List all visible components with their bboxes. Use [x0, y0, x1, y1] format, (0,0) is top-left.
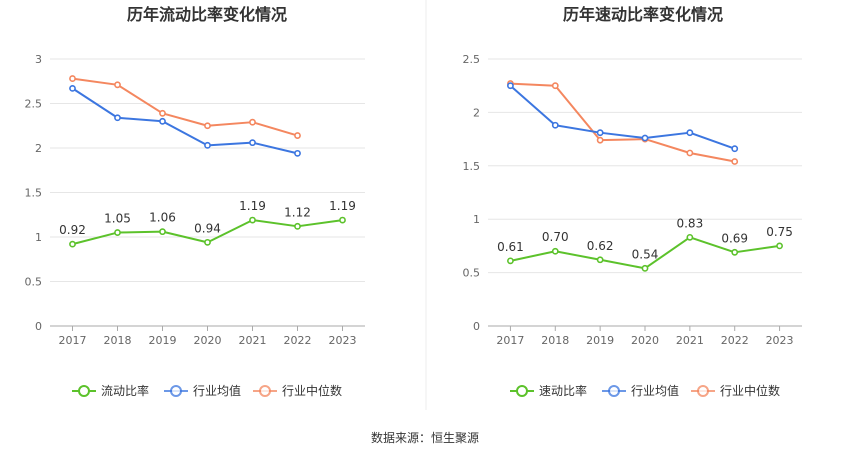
x-tick-label: 2020: [194, 334, 222, 347]
company-data-point: [507, 257, 514, 265]
industry-average-series-line: [509, 84, 736, 150]
y-tick-label: 1.5: [463, 160, 481, 173]
legend-industry-median-label: 行业中位数: [720, 383, 780, 398]
y-tick-label: 2.5: [463, 53, 481, 66]
industry-median-data-point: [294, 132, 301, 139]
legend-industry-average-label: 行业均值: [631, 383, 679, 398]
data-label: 0.83: [676, 216, 703, 230]
industry-average-series-line: [71, 87, 298, 155]
x-tick-label: 2019: [149, 334, 177, 347]
industry-average-data-point: [551, 121, 559, 129]
company-data-point: [159, 228, 166, 236]
company-data-point: [731, 248, 739, 256]
y-tick-label: 2: [473, 106, 480, 119]
x-tick-label: 2017: [59, 334, 87, 347]
industry-average-data-point: [731, 145, 739, 153]
data-label: 0.94: [194, 221, 221, 235]
industry-average-data-point: [641, 134, 649, 142]
industry-median-data-point: [551, 82, 559, 90]
x-tick-label: 2020: [631, 334, 659, 347]
industry-median-data-point: [204, 122, 211, 130]
y-tick-label: 1: [473, 213, 480, 226]
chart-title: 历年流动比率变化情况: [127, 5, 287, 24]
data-source-note: 数据来源：恒生聚源: [371, 430, 479, 445]
y-tick-label: 0.5: [25, 276, 43, 289]
industry-average-data-point: [204, 141, 211, 149]
company-data-point: [641, 264, 649, 272]
legend-industry-median-label: 行业中位数: [282, 383, 342, 398]
current-ratio-chart: 历年流动比率变化情况 0 0.5 1 1.5 2 2.5 3 2017 2018 2019 2020 2…: [25, 5, 365, 398]
y-tick-label: 2: [35, 142, 42, 155]
legend-company-marker: [78, 385, 90, 397]
company-data-point: [686, 233, 694, 241]
industry-median-series-line: [510, 82, 735, 163]
legend-company-label: 流动比率: [101, 383, 149, 398]
industry-average-data-point: [294, 149, 301, 157]
industry-median-data-point: [114, 81, 121, 89]
company-data-point: [204, 238, 211, 246]
x-tick-label: 2023: [329, 334, 357, 347]
data-label: 0.75: [766, 225, 793, 239]
industry-average-data-point: [507, 82, 514, 90]
data-label: 0.62: [587, 239, 614, 253]
industry-median-data-point: [249, 118, 256, 126]
x-tick-label: 2017: [496, 334, 524, 347]
x-tick-label: 2021: [676, 334, 704, 347]
company-data-point: [776, 242, 783, 250]
data-label: 0.69: [721, 231, 748, 245]
x-tick-label: 2022: [721, 334, 749, 347]
company-data-point: [339, 216, 346, 224]
industry-median-series-line: [72, 77, 298, 137]
y-tick-label: 2.5: [25, 98, 43, 111]
legend-industry-median-marker: [259, 385, 271, 397]
industry-median-data-point: [596, 136, 604, 144]
legend-industry-average-label: 行业均值: [193, 383, 241, 398]
y-tick-label: 0: [473, 320, 480, 333]
data-label: 1.05: [104, 212, 131, 226]
data-label: 1.12: [284, 205, 311, 219]
x-tick-label: 2018: [541, 334, 569, 347]
company-data-point: [249, 216, 256, 224]
x-tick-label: 2019: [586, 334, 614, 347]
industry-median-data-point: [69, 75, 76, 82]
industry-median-data-point: [731, 158, 739, 165]
industry-average-data-point: [159, 117, 166, 125]
legend-company-label: 速动比率: [539, 383, 587, 398]
industry-average-data-point: [114, 114, 121, 122]
data-label: 1.06: [149, 211, 176, 225]
industry-median-data-point: [686, 149, 694, 157]
industry-average-data-point: [686, 129, 694, 137]
industry-average-data-point: [249, 139, 256, 147]
y-tick-label: 1.5: [25, 187, 43, 200]
data-label: 1.19: [239, 199, 266, 213]
chart-title: 历年速动比率变化情况: [563, 5, 723, 24]
x-tick-label: 2022: [284, 334, 312, 347]
y-tick-label: 0.5: [463, 267, 481, 280]
data-label: 0.54: [632, 247, 659, 261]
x-tick-label: 2023: [766, 334, 794, 347]
y-tick-label: 3: [35, 53, 42, 66]
legend-company-marker: [516, 385, 528, 397]
data-label: 1.19: [329, 199, 356, 213]
data-label: 0.61: [497, 240, 524, 254]
company-data-point: [114, 229, 121, 236]
legend-industry-average-marker: [170, 385, 182, 397]
company-data-point: [596, 256, 604, 264]
legend-industry-average-marker: [608, 385, 620, 397]
company-data-point: [294, 222, 301, 230]
company-data-point: [69, 240, 76, 248]
x-tick-label: 2018: [104, 334, 132, 347]
industry-median-data-point: [159, 109, 166, 117]
company-data-point: [551, 247, 559, 255]
data-label: 0.92: [59, 223, 86, 237]
quick-ratio-chart: 历年速动比率变化情况 0 0.5 1 1.5 2 2.5 2017 2018 2019 2020 20…: [463, 5, 802, 398]
data-label: 0.70: [542, 230, 569, 244]
industry-average-data-point: [596, 129, 604, 137]
y-tick-label: 0: [35, 320, 42, 333]
y-tick-label: 1: [35, 231, 42, 244]
x-tick-label: 2021: [239, 334, 267, 347]
industry-average-data-point: [69, 84, 76, 92]
legend-industry-median-marker: [697, 385, 709, 397]
